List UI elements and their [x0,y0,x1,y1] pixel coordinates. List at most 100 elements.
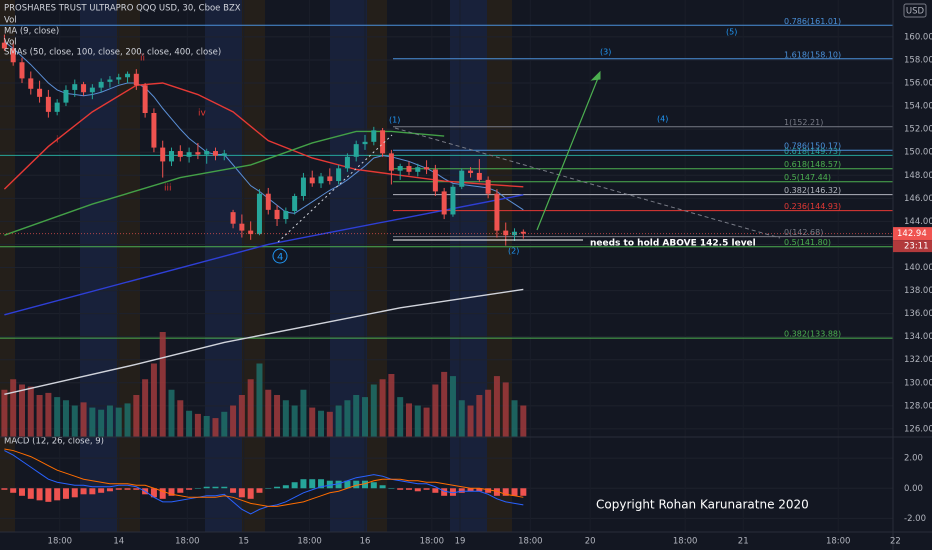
macd-histogram [274,486,281,489]
volume-bar [106,405,113,437]
session-band [367,0,387,532]
candle-body [520,231,526,234]
macd-line [4,450,524,515]
candle-body [177,151,183,157]
y-tick-label: 136.00 [904,309,932,319]
countdown-tag [893,240,932,253]
macd-histogram [203,486,210,489]
candle-body [344,156,350,169]
y-tick-label: 130.00 [904,378,932,388]
candle-body [274,209,280,220]
x-tick-label: 18:00 [297,537,322,547]
volume-bar [520,405,527,437]
volume-bar [458,400,465,437]
volume-bar [274,395,281,437]
macd-histogram [265,488,272,489]
macd-histogram [238,488,245,498]
macd-histogram [326,480,333,489]
chart-title: PROSHARES TRUST ULTRAPRO QQQ USD, 30, Cb… [4,4,241,14]
volume-bar [265,389,272,437]
macd-histogram [159,488,166,499]
wave-label: (3) [600,48,611,57]
level-label: 0.618(148.57) [784,160,841,169]
macd-histogram [476,488,483,492]
macd-histogram [18,488,25,496]
macd-histogram [133,488,140,490]
macd-histogram [511,488,518,496]
candle-body [19,62,25,79]
price-tag [893,227,932,241]
candle-body [494,193,500,231]
y-tick-label: 134.00 [904,332,932,342]
macd-histogram [124,488,131,490]
volume-bar [150,363,157,437]
candle-body [81,84,87,93]
y-tick-label: 148.00 [904,171,932,181]
wave-label: (4) [657,115,668,124]
macd-histogram [27,488,34,499]
wave-circle [272,248,288,264]
x-tick-label: 18:00 [48,537,73,547]
candle-body [221,153,227,156]
session-band [205,0,242,532]
volume-bar [221,411,228,437]
volume-bar [405,403,412,437]
volume-bar [388,374,395,437]
volume-bar [344,400,351,437]
candle-body [468,170,474,173]
macd-histogram [247,488,254,499]
volume-bar [212,418,219,437]
macd-histogram [379,485,386,489]
level-label: 0.618(149.73) [784,147,841,156]
y-tick-label: 160.00 [904,32,932,42]
indicator-label: MA (9, close) [4,27,59,37]
x-tick-label: 18:00 [826,537,851,547]
annotation: needs to hold ABOVE 142.5 level [590,239,756,249]
volume-bar [62,400,69,437]
candle-body [485,179,491,194]
candle-body [450,186,456,215]
candle-body [1,42,7,49]
wave-label: ii [140,54,145,64]
macd-histogram [362,480,369,489]
candle-body [133,73,139,86]
volume-bar [230,405,237,437]
candle-body [256,193,262,235]
macd-histogram [388,488,395,489]
volume-bar [1,389,8,437]
volume-bar [309,407,316,437]
y-tick-label: 154.00 [904,102,932,112]
y-tick-label: 158.00 [904,55,932,65]
macd-histogram [212,486,219,489]
macd-histogram [458,488,465,493]
level-label: 0.786(161.01) [784,17,841,26]
volume-bar [203,416,210,437]
indicator-label: Vol [4,38,17,48]
wave-label: (1) [389,116,400,125]
copyright: Copyright Rohan Karunaratne 2020 [596,498,809,512]
macd-histogram [89,488,96,495]
countdown: 23:11 [904,242,929,252]
x-tick-label: 22 [890,537,901,547]
candle-body [151,112,157,148]
macd-histogram [502,488,509,496]
volume-bar [247,379,254,437]
macd-histogram [353,480,360,489]
currency: USD [906,7,925,17]
volume-bar [379,379,386,437]
y-tick-label: 140.00 [904,263,932,273]
candle-body [195,152,201,155]
candle-body [459,170,465,187]
y-tick-label: 138.00 [904,286,932,296]
wave-label: i [56,136,59,146]
moving-average [4,194,524,316]
level-label: 0(142.68) [784,228,823,237]
volume-bar [502,382,509,437]
macd-histogram [194,488,201,489]
volume-bar [414,405,421,437]
candle-body [54,102,60,112]
macd-histogram [309,479,316,489]
wave-label: iii [164,184,172,194]
y-tick-label: 128.00 [904,401,932,411]
volume-bar [318,410,325,437]
